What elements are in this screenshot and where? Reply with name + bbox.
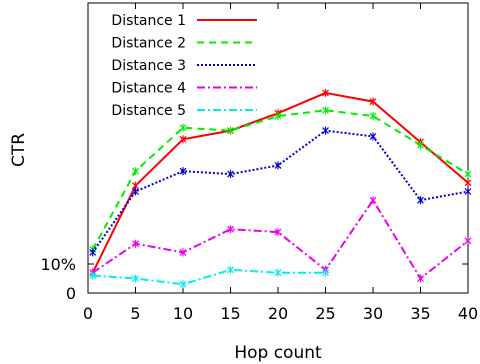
legend-item: Distance 2 (111, 36, 257, 52)
x-tick-label: 15 (220, 304, 240, 323)
data-point (179, 280, 187, 289)
tick-labels: 0 5 10 15 20 25 30 35 40 0 10% (40, 255, 478, 323)
x-tick-label: 0 (83, 304, 93, 323)
data-point (227, 225, 234, 234)
x-tick-label: 10 (173, 304, 193, 323)
data-point (179, 123, 187, 132)
data-point (322, 268, 329, 277)
data-point (274, 268, 282, 277)
data-point (464, 236, 472, 245)
legend-label: Distance 1 (111, 13, 186, 29)
data-point (89, 248, 97, 257)
data-point (227, 265, 234, 274)
axis-ticks (87, 3, 469, 294)
legend-label: Distance 4 (111, 81, 186, 97)
legend-item: Distance 4 (111, 81, 257, 97)
y-tick-label: 10% (40, 255, 76, 274)
series-5 (89, 265, 329, 289)
legend-item: Distance 3 (111, 58, 257, 74)
x-tick-label: 35 (410, 304, 430, 323)
data-point (464, 187, 472, 196)
legend-label: Distance 2 (111, 36, 186, 52)
legend-item: Distance 1 (111, 13, 257, 29)
data-point (369, 97, 377, 106)
x-tick-label: 5 (130, 304, 140, 323)
data-point (417, 274, 424, 283)
data-point (417, 196, 424, 205)
data-point (464, 178, 472, 187)
data-point (132, 187, 139, 196)
data-point (369, 196, 377, 205)
y-axis-label: CTR (9, 133, 29, 167)
data-point (274, 161, 282, 170)
x-axis-label: Hop count (234, 343, 322, 363)
data-point (274, 112, 282, 121)
x-tick-label: 20 (268, 304, 288, 323)
data-point (89, 271, 97, 280)
data-point (274, 228, 282, 237)
series-line (92, 268, 326, 286)
data-point (132, 167, 139, 176)
y-tick-label: 0 (66, 284, 76, 303)
legend: Distance 1 Distance 2 Distance 3 Distance 4… (111, 13, 257, 119)
data-point (464, 170, 472, 179)
series-3 (89, 126, 472, 257)
series-line (92, 198, 469, 280)
series-2 (89, 106, 472, 254)
x-tick-label: 30 (363, 304, 383, 323)
legend-item: Distance 5 (111, 103, 257, 119)
data-point (179, 167, 187, 176)
legend-label: Distance 3 (111, 58, 186, 74)
data-point (369, 112, 377, 121)
data-point (322, 126, 329, 135)
data-point (179, 248, 187, 257)
data-point (132, 239, 139, 248)
data-point (227, 126, 234, 135)
data-point (179, 135, 187, 144)
x-tick-label: 40 (458, 304, 478, 323)
data-point (322, 88, 329, 97)
data-point (322, 106, 329, 115)
data-point (227, 170, 234, 179)
legend-label: Distance 5 (111, 103, 186, 119)
data-point (132, 274, 139, 283)
x-tick-label: 25 (315, 304, 335, 323)
series-line (91, 109, 469, 250)
data-point (369, 132, 377, 141)
data-point (417, 141, 424, 150)
series-layer (89, 88, 472, 289)
